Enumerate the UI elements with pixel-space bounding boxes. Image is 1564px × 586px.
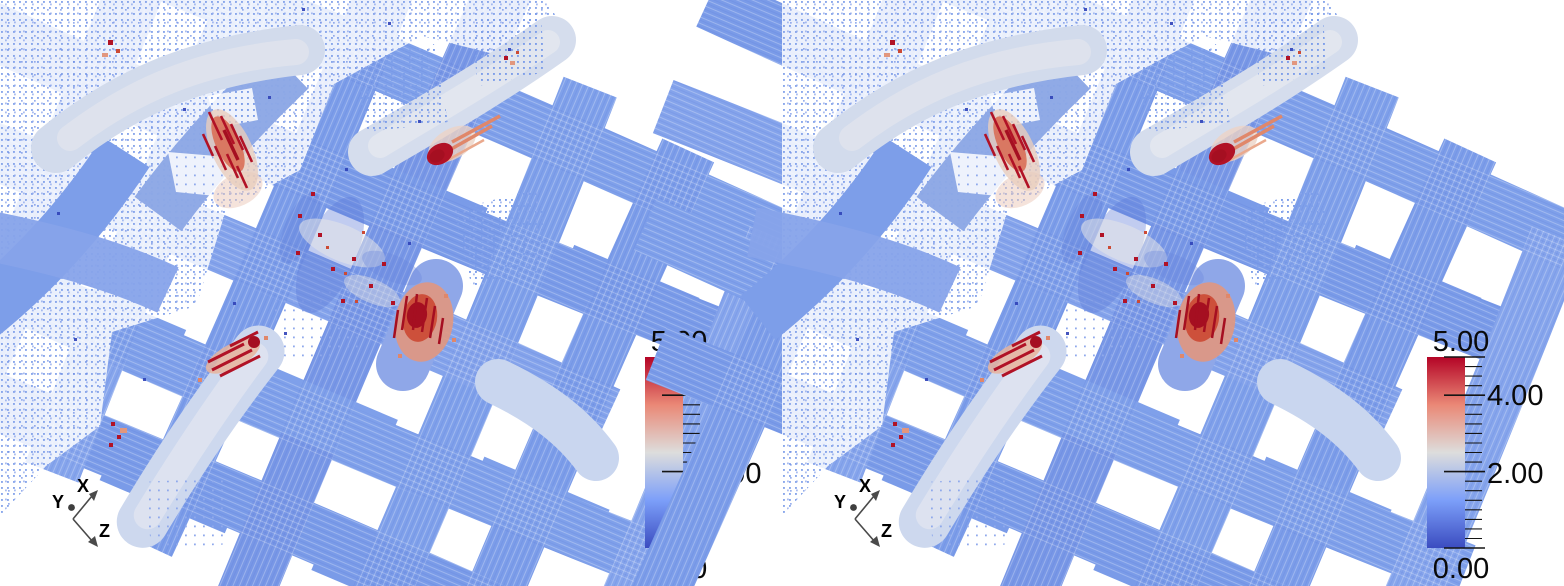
render-canvas: 5.00 4.00 2.00 0.00 X Y Z xyxy=(0,0,1564,586)
figure: 5.00 4.00 2.00 0.00 X Y Z xyxy=(0,0,1564,586)
